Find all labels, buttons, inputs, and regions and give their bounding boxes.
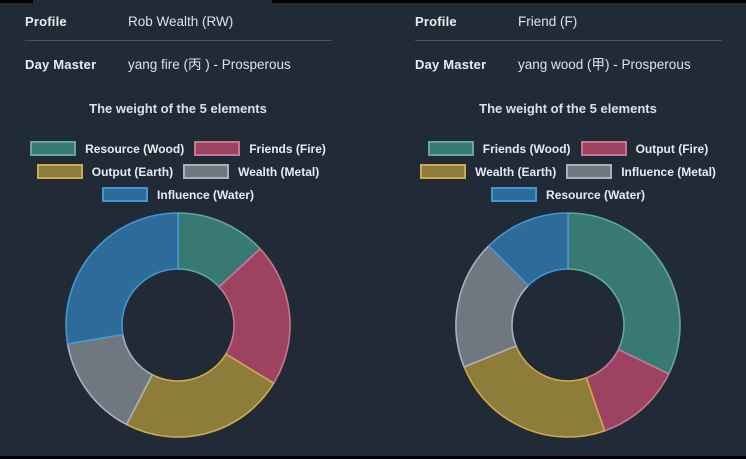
- legend-item-wealth-earth[interactable]: Wealth (Earth): [420, 164, 556, 179]
- legend-item-wealth-metal[interactable]: Wealth (Metal): [183, 164, 319, 179]
- donut-chart[interactable]: [453, 210, 683, 440]
- profile-row: Profile Friend (F): [390, 14, 746, 29]
- legend-swatch: [427, 141, 474, 156]
- legend-swatch: [566, 164, 613, 179]
- legend-label: Friends (Wood): [482, 141, 571, 156]
- legend-item-output-fire[interactable]: Output (Fire): [580, 141, 709, 156]
- legend-row: Wealth (Earth) Influence (Metal): [420, 164, 716, 179]
- legend-swatch: [194, 141, 241, 156]
- legend-label: Output (Fire): [635, 141, 709, 156]
- day-master-label: Day Master: [415, 57, 487, 72]
- day-master-row: Day Master yang fire (丙 ) - Prosperous: [0, 53, 356, 73]
- profile-label: Profile: [415, 14, 457, 29]
- day-master-value: yang wood (甲) - Prosperous: [518, 57, 691, 72]
- legend-row: Output (Earth) Wealth (Metal): [36, 164, 319, 179]
- donut-segment-friends-fire[interactable]: [218, 248, 291, 385]
- legend-row: Influence (Water): [102, 187, 254, 202]
- legend-item-resource-wood[interactable]: Resource (Wood): [30, 141, 184, 156]
- legend-swatch: [420, 164, 467, 179]
- legend-item-friends-wood[interactable]: Friends (Wood): [427, 141, 571, 156]
- legend-label: Output (Earth): [91, 164, 174, 179]
- profile-value: Friend (F): [518, 14, 578, 29]
- element-weight-panel-right: Profile Friend (F) Day Master yang wood …: [390, 0, 746, 456]
- legend-label: Friends (Fire): [249, 141, 326, 156]
- chart-legend: Resource (Wood) Friends (Fire) Output (E…: [0, 141, 356, 202]
- donut-segment-output-earth[interactable]: [125, 353, 275, 438]
- donut-segment-resource-water[interactable]: [488, 212, 569, 287]
- legend-item-output-earth[interactable]: Output (Earth): [36, 164, 174, 179]
- legend-swatch: [183, 164, 230, 179]
- legend-label: Wealth (Metal): [238, 164, 320, 179]
- donut-chart[interactable]: [63, 210, 293, 440]
- legend-label: Wealth (Earth): [475, 164, 557, 179]
- legend-item-influence-water[interactable]: Influence (Water): [102, 187, 254, 202]
- legend-swatch: [491, 187, 538, 202]
- legend-swatch: [580, 141, 627, 156]
- row-divider: [415, 40, 722, 41]
- legend-item-friends-fire[interactable]: Friends (Fire): [194, 141, 326, 156]
- profile-value: Rob Wealth (RW): [128, 14, 234, 29]
- row-divider: [25, 40, 332, 41]
- donut-segment-wealth-earth[interactable]: [463, 345, 606, 438]
- legend-row: Resource (Water): [491, 187, 645, 202]
- day-master-label: Day Master: [25, 57, 97, 72]
- day-master-row: Day Master yang wood (甲) - Prosperous: [390, 53, 746, 73]
- legend-row: Friends (Wood) Output (Fire): [427, 141, 709, 156]
- window-edge-top-right: [272, 0, 746, 3]
- legend-item-resource-water[interactable]: Resource (Water): [491, 187, 645, 202]
- chart-legend: Friends (Wood) Output (Fire) Wealth (Ear…: [390, 141, 746, 202]
- legend-swatch: [30, 141, 77, 156]
- legend-label: Resource (Water): [546, 187, 645, 202]
- day-master-value: yang fire (丙 ) - Prosperous: [128, 57, 291, 72]
- profile-label: Profile: [25, 14, 67, 29]
- donut-segment-friends-wood[interactable]: [567, 212, 681, 375]
- legend-label: Influence (Metal): [621, 164, 716, 179]
- window-edge-top-left: [0, 0, 33, 3]
- chart-title: The weight of the 5 elements: [89, 101, 267, 116]
- legend-row: Resource (Wood) Friends (Fire): [30, 141, 326, 156]
- element-weight-panel-left: Profile Rob Wealth (RW) Day Master yang …: [0, 0, 356, 456]
- legend-label: Resource (Wood): [85, 141, 185, 156]
- donut-chart-container: [0, 210, 356, 440]
- legend-item-influence-metal[interactable]: Influence (Metal): [566, 164, 716, 179]
- legend-swatch: [102, 187, 149, 202]
- legend-label: Influence (Water): [157, 187, 254, 202]
- window-edge-bottom: [0, 456, 746, 459]
- legend-swatch: [36, 164, 83, 179]
- donut-segment-influence-water[interactable]: [65, 212, 179, 345]
- donut-chart-container: [390, 210, 746, 440]
- chart-title: The weight of the 5 elements: [479, 101, 657, 116]
- profile-row: Profile Rob Wealth (RW): [0, 14, 356, 29]
